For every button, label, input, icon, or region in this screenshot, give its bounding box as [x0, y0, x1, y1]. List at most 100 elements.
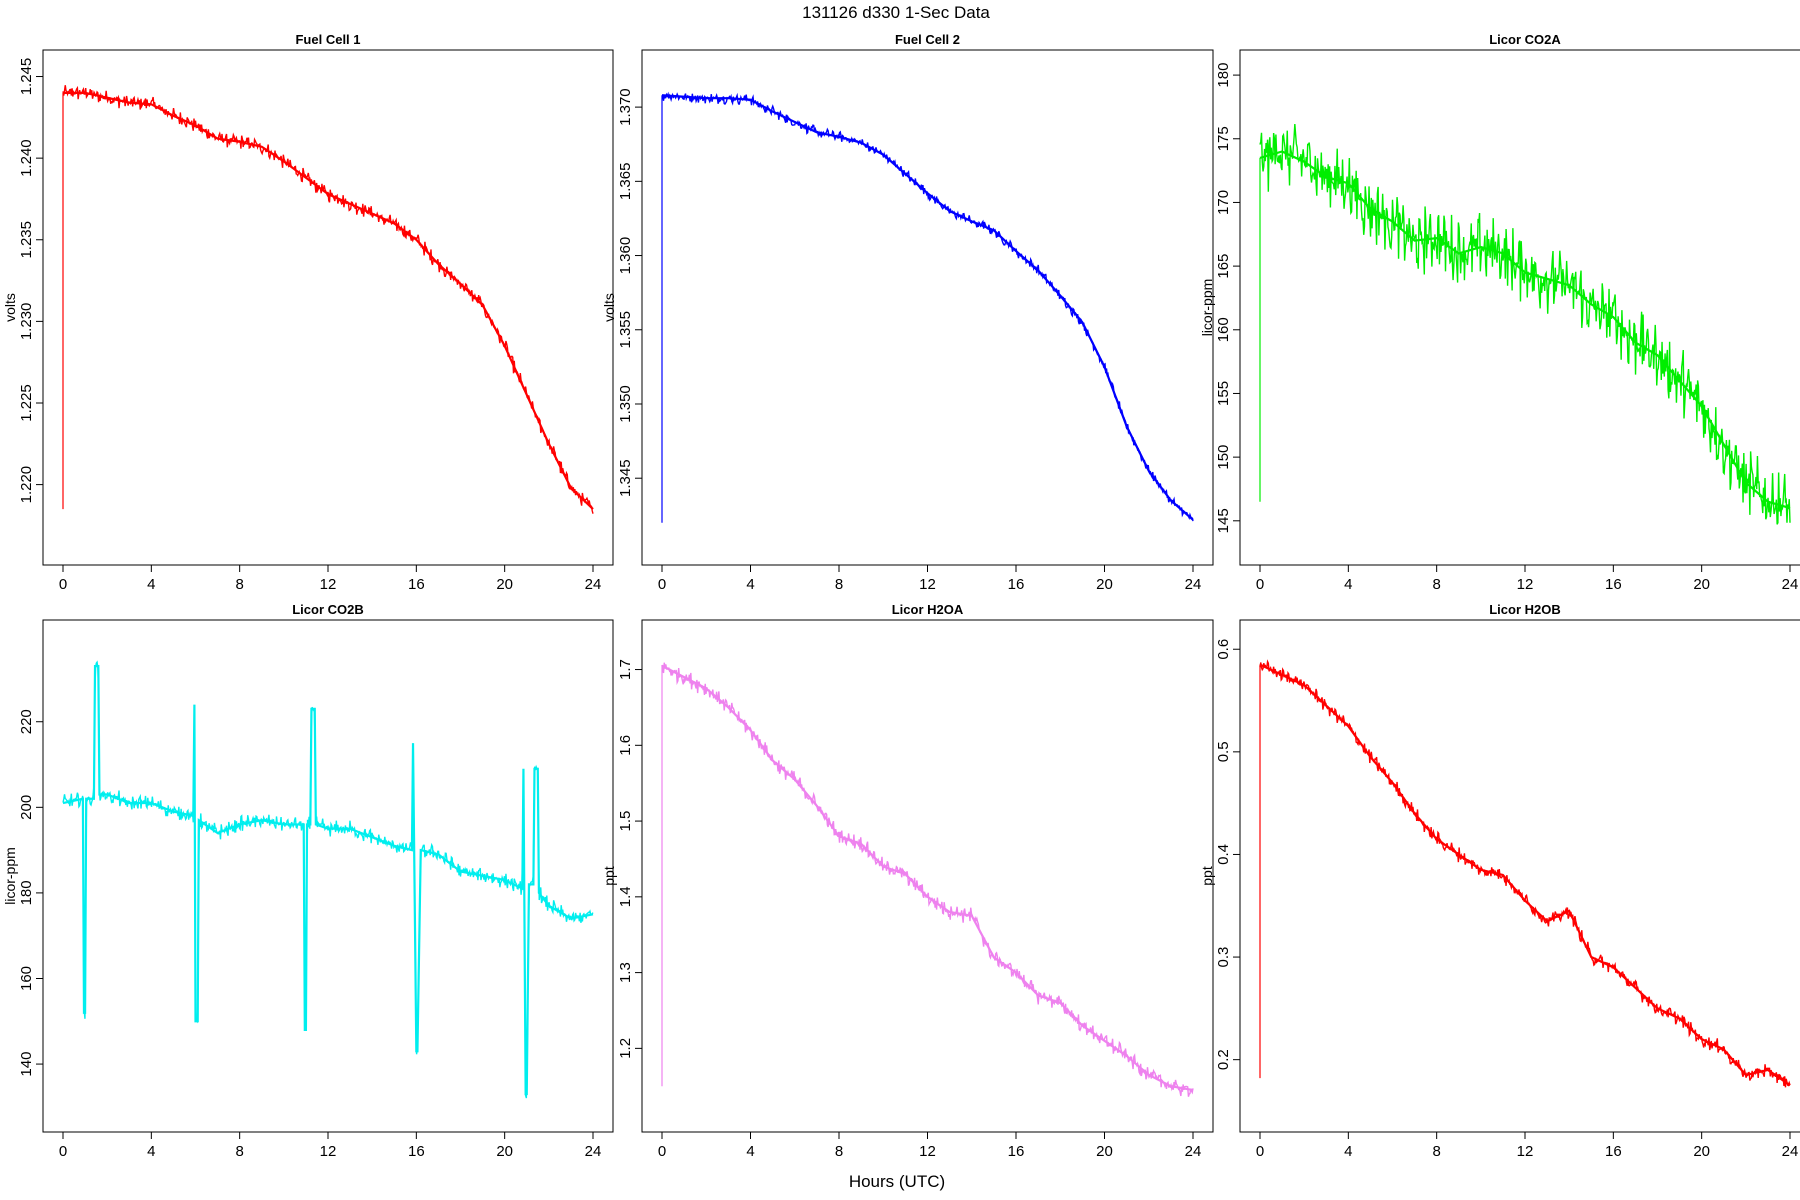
- y-tick-label: 1.4: [617, 886, 634, 907]
- x-tick-label: 0: [59, 1143, 67, 1160]
- series-trend: [62, 665, 594, 1096]
- panel-title: Fuel Cell 1: [295, 32, 360, 47]
- y-tick-label: 0.6: [1215, 639, 1232, 660]
- y-tick-label: 0.2: [1215, 1049, 1232, 1070]
- y-axis-label: volts: [2, 293, 18, 322]
- y-tick-label: 180: [18, 880, 35, 905]
- series-trend: [1259, 663, 1791, 1087]
- y-tick-label: 1.355: [617, 311, 634, 349]
- x-tick-label: 8: [235, 576, 243, 593]
- x-tick-label: 16: [1605, 1143, 1622, 1160]
- y-tick-label: 1.3: [617, 962, 634, 983]
- figure-title: 131126 d330 1-Sec Data: [802, 3, 990, 22]
- x-tick-label: 4: [1344, 1143, 1352, 1160]
- chart-panel: Licor CO2B licor-ppm 0 4 8 12 16 20 24 140 160 180 2…: [2, 602, 614, 1160]
- y-tick-label: 1.365: [617, 163, 634, 201]
- y-tick-label: 1.240: [18, 139, 35, 177]
- series-line: [661, 91, 1194, 522]
- y-tick-label: 180: [1215, 63, 1232, 88]
- y-tick-label: 160: [18, 966, 35, 991]
- y-tick-label: 1.220: [18, 466, 35, 504]
- series-trend: [661, 664, 1194, 1092]
- x-tick-label: 24: [585, 1143, 602, 1160]
- y-tick-label: 1.235: [18, 221, 35, 259]
- y-tick-label: 145: [1215, 508, 1232, 533]
- panel-title: Licor H2OB: [1489, 602, 1561, 617]
- y-tick-label: 0.4: [1215, 844, 1232, 865]
- y-axis-label: ppt: [1199, 866, 1215, 886]
- y-axis-label: licor-ppm: [2, 847, 18, 905]
- x-tick-label: 12: [919, 1143, 936, 1160]
- x-tick-label: 24: [1782, 1143, 1799, 1160]
- x-tick-label: 20: [1693, 1143, 1710, 1160]
- x-tick-label: 0: [658, 1143, 666, 1160]
- chart-panel: Fuel Cell 1 volts 0 4 8 12 16 20 24 1.220 1.225 1.2…: [2, 32, 614, 593]
- y-tick-label: 160: [1215, 317, 1232, 342]
- chart-panel: Licor H2OA ppt 0 4 8 12 16 20 24 1.2 1.3 1.4 1.5 1.6 1…: [601, 602, 1214, 1160]
- series-trend: [661, 94, 1194, 521]
- x-tick-label: 24: [1185, 576, 1202, 593]
- series-trend: [1259, 150, 1791, 510]
- x-tick-label: 0: [59, 576, 67, 593]
- y-tick-label: 150: [1215, 445, 1232, 470]
- plot-frame: [1239, 619, 1800, 1133]
- x-tick-label: 0: [1256, 576, 1264, 593]
- y-tick-label: 1.6: [617, 735, 634, 756]
- x-tick-label: 4: [1344, 576, 1352, 593]
- chart-panel: Licor CO2A licor-ppm 0 4 8 12 16 20 24 145 150 155 1…: [1199, 32, 1800, 593]
- x-tick-label: 24: [585, 576, 602, 593]
- series-line: [62, 660, 594, 1099]
- x-tick-label: 12: [1517, 576, 1534, 593]
- x-tick-label: 12: [320, 576, 337, 593]
- panel-title: Fuel Cell 2: [895, 32, 960, 47]
- x-tick-label: 0: [1256, 1143, 1264, 1160]
- y-tick-label: 1.350: [617, 385, 634, 423]
- x-tick-label: 16: [1605, 576, 1622, 593]
- x-tick-label: 12: [320, 1143, 337, 1160]
- x-tick-label: 20: [496, 1143, 513, 1160]
- chart-panel: Fuel Cell 2 volts 0 4 8 12 16 20 24 1.345 1.350 1.3…: [601, 32, 1214, 593]
- y-tick-label: 170: [1215, 190, 1232, 215]
- series-line: [1259, 123, 1791, 525]
- x-tick-label: 16: [408, 1143, 425, 1160]
- y-tick-label: 1.345: [617, 459, 634, 497]
- y-tick-label: 1.2: [617, 1038, 634, 1059]
- x-tick-label: 4: [746, 576, 754, 593]
- x-tick-label: 16: [408, 576, 425, 593]
- y-tick-label: 1.360: [617, 237, 634, 275]
- y-tick-label: 1.225: [18, 384, 35, 422]
- y-tick-label: 0.5: [1215, 741, 1232, 762]
- y-tick-label: 165: [1215, 254, 1232, 279]
- y-tick-label: 1.230: [18, 303, 35, 341]
- y-tick-label: 0.3: [1215, 947, 1232, 968]
- y-tick-label: 1.370: [617, 88, 634, 126]
- series-trend: [63, 91, 594, 510]
- plot-frame: [42, 49, 614, 566]
- y-tick-label: 140: [18, 1052, 35, 1077]
- y-tick-label: 175: [1215, 126, 1232, 151]
- x-tick-label: 24: [1185, 1143, 1202, 1160]
- y-axis-label: volts: [601, 293, 617, 322]
- y-tick-label: 155: [1215, 381, 1232, 406]
- x-tick-label: 20: [1096, 576, 1113, 593]
- panel-title: Licor CO2A: [1489, 32, 1561, 47]
- x-tick-label: 4: [147, 1143, 155, 1160]
- y-tick-label: 1.5: [617, 811, 634, 832]
- x-tick-label: 0: [658, 576, 666, 593]
- y-tick-label: 1.245: [18, 58, 35, 96]
- y-axis-label: ppt: [601, 866, 617, 886]
- series-line: [1259, 659, 1791, 1088]
- panel-title: Licor H2OA: [892, 602, 964, 617]
- x-tick-label: 16: [1008, 576, 1025, 593]
- x-tick-label: 12: [919, 576, 936, 593]
- panel-title: Licor CO2B: [292, 602, 364, 617]
- x-tick-label: 20: [1096, 1143, 1113, 1160]
- chart-panel: Licor H2OB ppt 0 4 8 12 16 20 24 0.2 0.3 0.4 0.5 0.6: [1199, 602, 1800, 1160]
- plot-frame: [641, 49, 1214, 566]
- x-tick-label: 20: [496, 576, 513, 593]
- y-tick-label: 1.7: [617, 659, 634, 680]
- figure-xlabel: Hours (UTC): [849, 1172, 945, 1191]
- x-tick-label: 8: [1432, 576, 1440, 593]
- y-tick-label: 200: [18, 795, 35, 820]
